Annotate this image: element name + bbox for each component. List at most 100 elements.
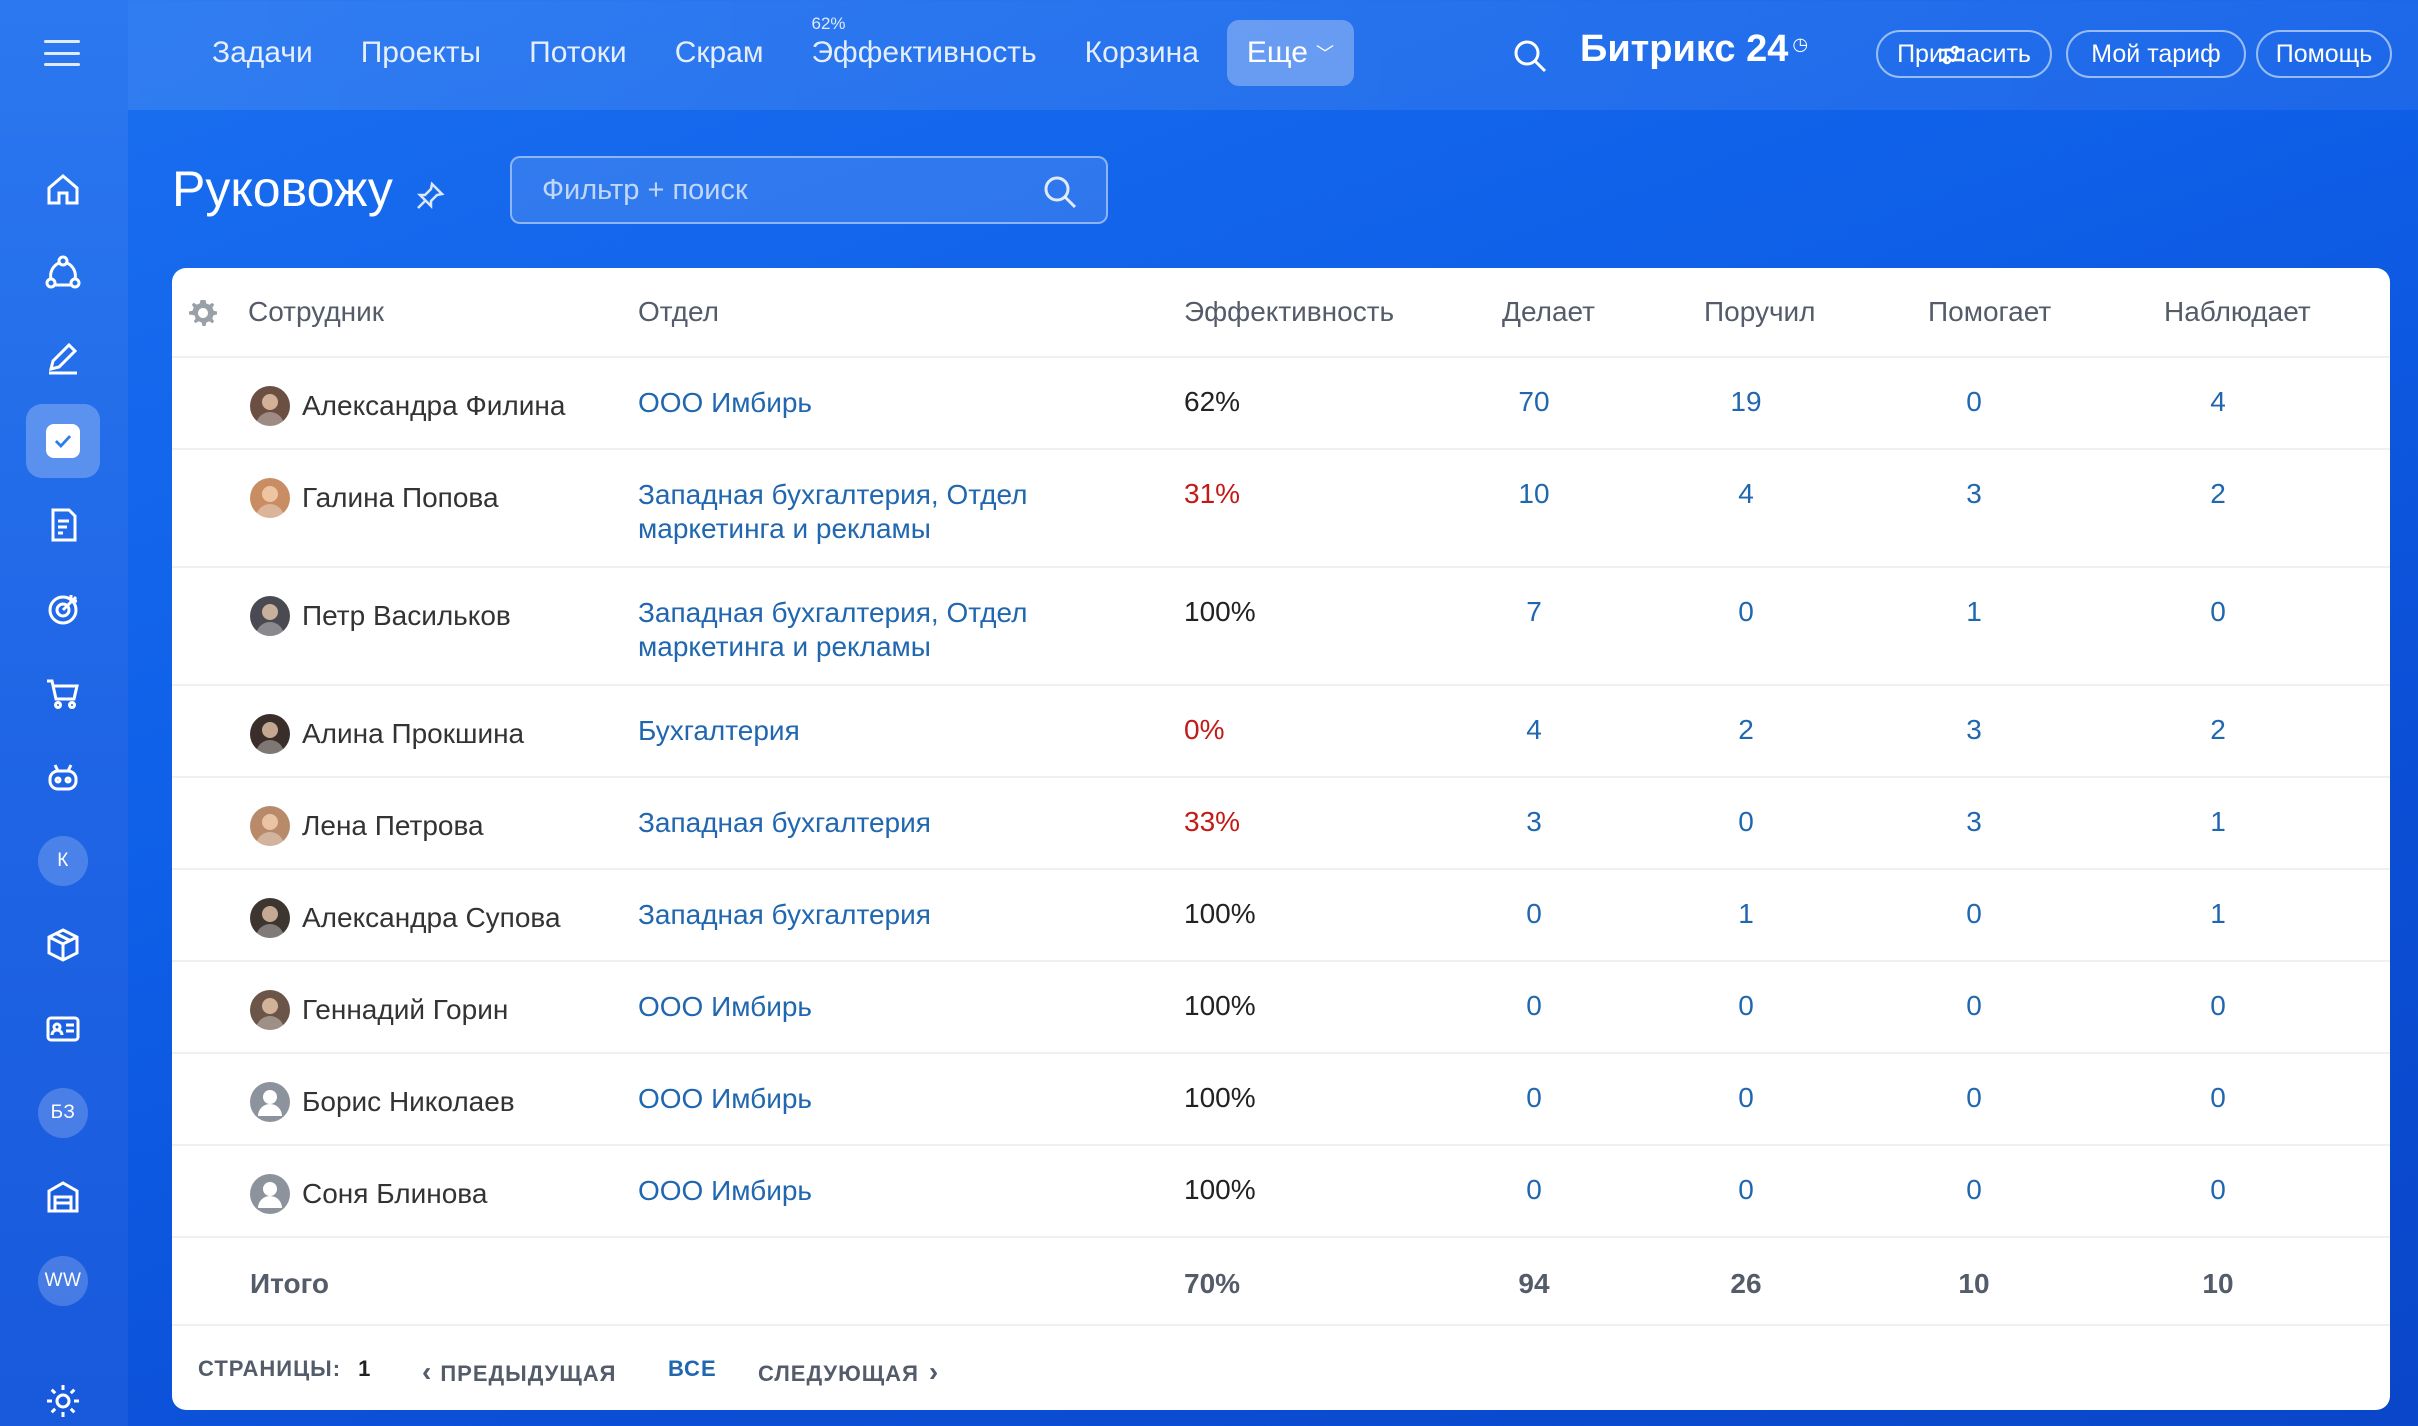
filter-search-input[interactable] <box>542 158 1022 222</box>
employee-cell[interactable]: Соня Блинова <box>250 1174 487 1214</box>
cart-icon[interactable] <box>26 656 100 730</box>
prev-page-button[interactable]: ‹ ПРЕДЫДУЩАЯ <box>422 1356 616 1388</box>
helps-count[interactable]: 3 <box>1966 478 1982 509</box>
helps-count[interactable]: 0 <box>1966 1174 1982 1205</box>
department-link[interactable]: ООО Имбирь <box>638 991 813 1022</box>
tab-trash[interactable]: Корзина <box>1061 20 1223 86</box>
department-link[interactable]: ООО Имбирь <box>638 1083 813 1114</box>
document-icon[interactable] <box>26 488 100 562</box>
employee-cell[interactable]: Геннадий Горин <box>250 990 508 1030</box>
col-department[interactable]: Отдел <box>638 296 719 327</box>
id-card-icon[interactable] <box>26 992 100 1066</box>
tab-scrum[interactable]: Скрам <box>651 20 788 86</box>
avatar[interactable] <box>250 1082 290 1122</box>
settings-sliders-icon[interactable] <box>1936 40 1966 70</box>
tasks-icon[interactable] <box>26 404 100 478</box>
watches-count[interactable]: 1 <box>2210 898 2226 929</box>
sidebar-item-kb[interactable]: БЗ <box>26 1076 100 1150</box>
box-icon[interactable] <box>26 908 100 982</box>
search-icon[interactable] <box>1042 174 1078 210</box>
doing-count[interactable]: 0 <box>1526 898 1542 929</box>
helps-count[interactable]: 0 <box>1966 1082 1982 1113</box>
avatar[interactable] <box>250 478 290 518</box>
assigned-count[interactable]: 0 <box>1738 596 1754 627</box>
col-helps[interactable]: Помогает <box>1928 296 2052 327</box>
department-link[interactable]: ООО Имбирь <box>638 1175 813 1206</box>
col-assigned[interactable]: Поручил <box>1704 296 1816 327</box>
assigned-count[interactable]: 2 <box>1738 714 1754 745</box>
doing-count[interactable]: 0 <box>1526 990 1542 1021</box>
avatar[interactable] <box>250 714 290 754</box>
watches-count[interactable]: 0 <box>2210 990 2226 1021</box>
doing-count[interactable]: 3 <box>1526 806 1542 837</box>
tab-flows[interactable]: Потоки <box>505 20 651 86</box>
employee-name[interactable]: Александра Супова <box>302 902 561 933</box>
assigned-count[interactable]: 4 <box>1738 478 1754 509</box>
watches-count[interactable]: 1 <box>2210 806 2226 837</box>
helps-count[interactable]: 0 <box>1966 386 1982 417</box>
filter-search-box[interactable] <box>510 156 1108 224</box>
tab-projects[interactable]: Проекты <box>337 20 505 86</box>
watches-count[interactable]: 4 <box>2210 386 2226 417</box>
crm-icon[interactable] <box>26 236 100 310</box>
employee-cell[interactable]: Алина Прокшина <box>250 714 524 754</box>
assigned-count[interactable]: 1 <box>1738 898 1754 929</box>
sidebar-item-k[interactable]: К <box>26 824 100 898</box>
helps-count[interactable]: 3 <box>1966 806 1982 837</box>
watches-count[interactable]: 2 <box>2210 714 2226 745</box>
employee-cell[interactable]: Петр Васильков <box>250 596 511 636</box>
department-link[interactable]: Западная бухгалтерия <box>638 807 931 838</box>
assigned-count[interactable]: 0 <box>1738 1082 1754 1113</box>
doing-count[interactable]: 70 <box>1518 386 1550 417</box>
avatar[interactable] <box>250 596 290 636</box>
department-link[interactable]: Западная бухгалтерия, Отдел маркетинга и… <box>638 597 1028 662</box>
employee-cell[interactable]: Галина Попова <box>250 478 499 518</box>
gear-icon[interactable] <box>26 1364 100 1426</box>
employee-name[interactable]: Геннадий Горин <box>302 994 509 1025</box>
employee-name[interactable]: Александра Филина <box>302 390 566 421</box>
department-link[interactable]: ООО Имбирь <box>638 387 813 418</box>
menu-icon[interactable] <box>44 40 80 66</box>
employee-name[interactable]: Галина Попова <box>302 482 499 513</box>
my-tariff-button[interactable]: Мой тариф <box>2066 30 2246 78</box>
col-efficiency[interactable]: Эффективность <box>1184 296 1395 327</box>
watches-count[interactable]: 0 <box>2210 1174 2226 1205</box>
employee-cell[interactable]: Александра Супова <box>250 898 561 938</box>
avatar[interactable] <box>250 1174 290 1214</box>
helps-count[interactable]: 0 <box>1966 990 1982 1021</box>
all-pages-button[interactable]: ВСЕ <box>668 1356 717 1381</box>
assigned-count[interactable]: 0 <box>1738 1174 1754 1205</box>
invite-button[interactable]: Пригласить <box>1876 30 2052 78</box>
pin-icon[interactable] <box>414 180 446 212</box>
brand-logo[interactable]: Битрикс 24 ◷ <box>1580 28 1808 71</box>
col-employee[interactable]: Сотрудник <box>248 296 385 327</box>
employee-name[interactable]: Алина Прокшина <box>302 718 525 749</box>
home-icon[interactable] <box>26 152 100 226</box>
search-icon[interactable] <box>1510 36 1550 76</box>
pen-icon[interactable] <box>26 320 100 394</box>
tab-tasks[interactable]: Задачи <box>188 20 337 86</box>
next-page-button[interactable]: СЛЕДУЮЩАЯ › <box>758 1356 939 1388</box>
more-button[interactable]: Еще ﹀ <box>1226 20 1354 86</box>
store-icon[interactable] <box>26 1160 100 1234</box>
avatar[interactable] <box>250 990 290 1030</box>
target-icon[interactable] <box>26 572 100 646</box>
watches-count[interactable]: 2 <box>2210 478 2226 509</box>
helps-count[interactable]: 3 <box>1966 714 1982 745</box>
sidebar-item-ww[interactable]: WW <box>26 1244 100 1318</box>
avatar[interactable] <box>250 386 290 426</box>
watches-count[interactable]: 0 <box>2210 1082 2226 1113</box>
doing-count[interactable]: 0 <box>1526 1082 1542 1113</box>
employee-cell[interactable]: Борис Николаев <box>250 1082 515 1122</box>
department-link[interactable]: Бухгалтерия <box>638 715 800 746</box>
doing-count[interactable]: 10 <box>1518 478 1550 509</box>
gear-icon[interactable] <box>188 298 218 328</box>
employee-name[interactable]: Лена Петрова <box>302 810 484 841</box>
assigned-count[interactable]: 19 <box>1730 386 1762 417</box>
department-link[interactable]: Западная бухгалтерия, Отдел маркетинга и… <box>638 479 1028 544</box>
help-button[interactable]: Помощь <box>2256 30 2392 78</box>
employee-name[interactable]: Борис Николаев <box>302 1086 515 1117</box>
avatar[interactable] <box>250 898 290 938</box>
doing-count[interactable]: 0 <box>1526 1174 1542 1205</box>
department-link[interactable]: Западная бухгалтерия <box>638 899 931 930</box>
